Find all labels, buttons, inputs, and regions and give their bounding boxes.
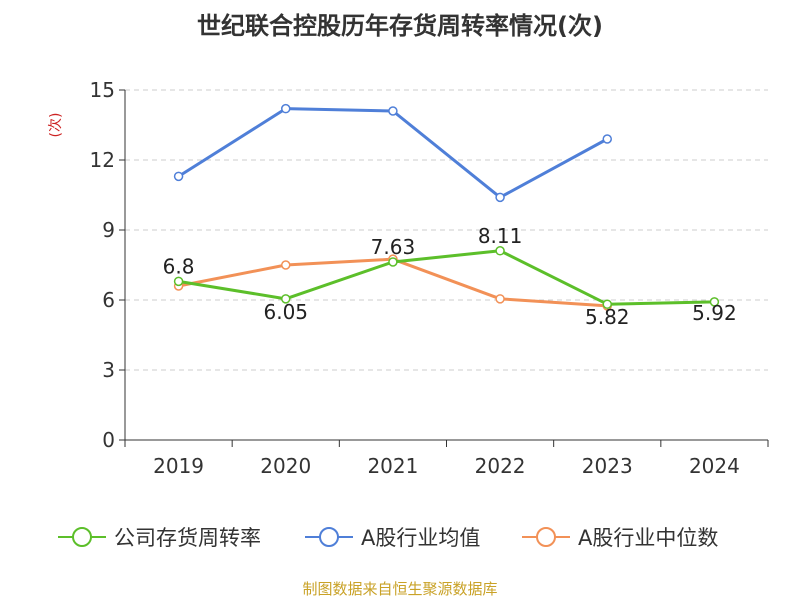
data-point — [173, 276, 184, 287]
y-axis-unit-label: (次) — [48, 113, 64, 138]
data-labels: 6.8 6.05 7.63 8.11 5.82 5.92 — [163, 224, 737, 329]
legend: 公司存货周转率 A股行业均值 A股行业中位数 — [58, 526, 718, 550]
legend-marker — [72, 527, 92, 547]
data-point — [388, 257, 398, 267]
data-point — [173, 171, 184, 182]
data-label: 6.8 — [163, 254, 195, 278]
y-tick-label: 12 — [90, 148, 115, 172]
chart-title: 世纪联合控股历年存货周转率情况(次) — [197, 12, 603, 40]
legend-marker — [319, 527, 339, 547]
data-point — [281, 294, 291, 304]
data-point — [495, 294, 505, 304]
data-point — [495, 246, 505, 256]
data-point — [602, 134, 612, 144]
axes: 0 3 6 9 12 15 2019 2020 2021 2022 2023 2024 (次) — [48, 78, 769, 478]
series-group — [173, 103, 720, 311]
data-point — [281, 260, 291, 270]
grid-lines — [125, 89, 768, 371]
x-tick-label: 2022 — [475, 454, 526, 478]
series-line — [177, 107, 608, 199]
x-tick-label: 2021 — [367, 454, 418, 478]
data-source-footer: 制图数据来自恒生聚源数据库 — [302, 580, 498, 598]
legend-label: A股行业中位数 — [578, 526, 718, 550]
legend-label: 公司存货周转率 — [114, 526, 261, 550]
data-label: 5.92 — [692, 301, 737, 325]
y-tick-label: 6 — [102, 288, 115, 312]
x-tick-label: 2023 — [582, 454, 633, 478]
data-point — [495, 192, 505, 203]
data-label: 6.05 — [263, 300, 308, 324]
x-tick-label: 2024 — [689, 454, 740, 478]
x-tick-label: 2020 — [260, 454, 311, 478]
y-tick-label: 9 — [102, 218, 115, 242]
legend-marker — [536, 527, 556, 547]
data-point — [709, 297, 720, 307]
data-point — [602, 299, 612, 309]
data-label: 7.63 — [371, 235, 416, 259]
data-label: 8.11 — [478, 224, 523, 248]
legend-label: A股行业均值 — [361, 526, 480, 550]
x-tick-label: 2019 — [153, 454, 204, 478]
data-point — [281, 103, 291, 114]
data-label: 5.82 — [585, 305, 630, 329]
y-tick-label: 0 — [102, 428, 115, 452]
data-point — [388, 106, 398, 116]
y-tick-label: 3 — [102, 358, 115, 382]
series-line — [178, 249, 715, 306]
y-tick-label: 15 — [90, 78, 115, 102]
